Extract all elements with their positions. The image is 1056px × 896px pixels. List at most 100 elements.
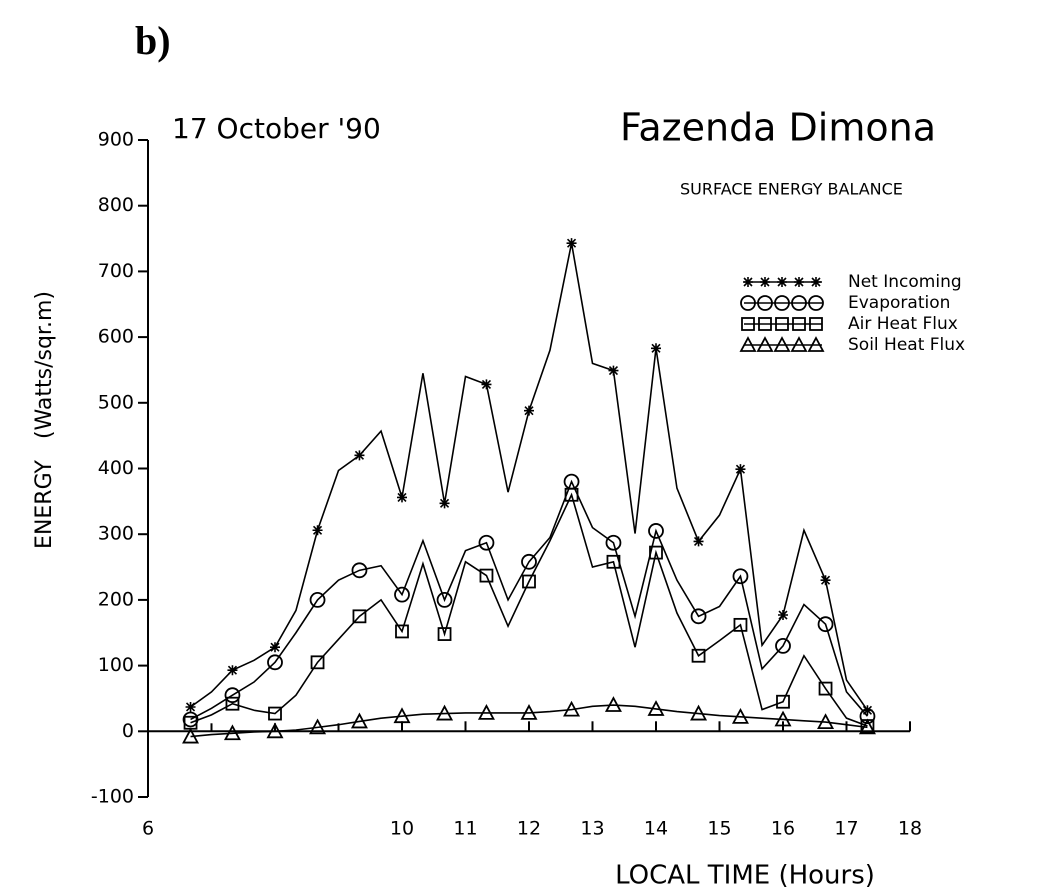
series-line — [190, 704, 868, 738]
marker — [817, 713, 835, 730]
series-line — [190, 242, 869, 711]
marker — [437, 627, 452, 641]
marker — [310, 655, 325, 670]
marker — [648, 523, 664, 539]
marker — [267, 654, 283, 671]
legend-marker — [792, 317, 806, 331]
marker — [774, 710, 792, 727]
marker — [224, 687, 241, 704]
marker — [478, 534, 495, 551]
marker — [352, 609, 367, 624]
marker — [858, 718, 876, 735]
marker — [520, 704, 538, 720]
chart-title: Fazenda Dimona — [620, 106, 936, 150]
marker — [862, 705, 873, 716]
legend-marker — [758, 317, 772, 331]
marker — [733, 617, 748, 632]
marker — [690, 608, 707, 625]
marker — [778, 610, 788, 621]
y-tick-label: 600 — [98, 326, 134, 348]
marker — [564, 487, 579, 502]
marker — [563, 700, 581, 717]
x-tick-label: 14 — [644, 818, 668, 840]
series-line — [190, 492, 868, 727]
legend-marker — [739, 336, 757, 352]
x-tick-label: 17 — [834, 818, 858, 840]
marker — [354, 450, 365, 461]
marker — [436, 704, 454, 721]
marker — [606, 554, 621, 569]
marker — [309, 718, 327, 735]
marker — [820, 575, 831, 586]
marker — [266, 722, 284, 739]
legend-marker — [790, 336, 808, 352]
y-tick-label: 200 — [98, 588, 134, 610]
marker — [691, 648, 706, 663]
legend-label: Evaporation — [848, 293, 950, 313]
legend-label: Soil Heat Flux — [848, 335, 965, 355]
legend-marker — [760, 277, 770, 287]
x-tick-label: 18 — [898, 818, 922, 840]
panel-label: b) — [135, 18, 171, 63]
legend-marker — [740, 295, 756, 311]
chart-subtitle: 17 October '90 — [172, 112, 381, 145]
marker — [436, 592, 453, 608]
legend-marker — [791, 295, 807, 311]
legend-marker — [807, 336, 825, 352]
y-tick-label: 900 — [98, 129, 134, 151]
marker — [477, 704, 495, 720]
legend-marker — [794, 277, 804, 287]
caption: SURFACE ENERGY BALANCE — [680, 180, 903, 199]
x-tick-label: 15 — [707, 818, 731, 840]
marker — [394, 586, 410, 603]
marker — [395, 624, 409, 639]
marker — [731, 707, 749, 724]
marker — [351, 562, 368, 579]
marker — [735, 464, 746, 475]
y-tick-label: 500 — [98, 391, 134, 413]
marker — [185, 701, 196, 712]
marker — [524, 405, 534, 416]
legend-marker — [741, 317, 755, 331]
marker — [604, 696, 622, 712]
x-tick-label: 6 — [142, 818, 154, 840]
y-tick-label: 100 — [98, 654, 134, 676]
marker — [270, 642, 280, 653]
marker — [608, 365, 619, 376]
marker — [817, 616, 834, 633]
marker — [439, 498, 450, 509]
legend-marker — [756, 336, 774, 352]
marker — [481, 379, 492, 390]
marker — [223, 724, 241, 741]
y-tick-label: 300 — [98, 523, 134, 545]
marker — [605, 534, 622, 551]
legend-marker — [777, 277, 787, 287]
marker — [521, 553, 537, 570]
marker — [649, 545, 663, 560]
marker — [479, 568, 494, 583]
y-tick-label: 400 — [98, 457, 134, 479]
series-line — [190, 479, 869, 721]
marker — [225, 696, 240, 711]
marker — [647, 700, 665, 716]
y-tick-label: 0 — [122, 720, 134, 742]
legend-marker — [775, 317, 789, 331]
marker — [268, 706, 282, 721]
marker — [693, 536, 704, 547]
marker — [312, 525, 323, 536]
x-tick-label: 16 — [771, 818, 795, 840]
legend-marker — [757, 295, 773, 311]
marker — [775, 637, 791, 654]
marker — [227, 665, 238, 676]
marker — [397, 492, 407, 503]
marker — [522, 574, 536, 589]
marker — [309, 592, 326, 608]
marker — [690, 704, 708, 721]
marker — [651, 343, 661, 354]
legend-label: Net Incoming — [848, 272, 962, 292]
marker — [566, 238, 577, 249]
marker — [350, 712, 368, 729]
legend-marker — [774, 295, 790, 311]
y-axis-label: ENERGY (Watts/sqr.m) — [32, 291, 57, 549]
